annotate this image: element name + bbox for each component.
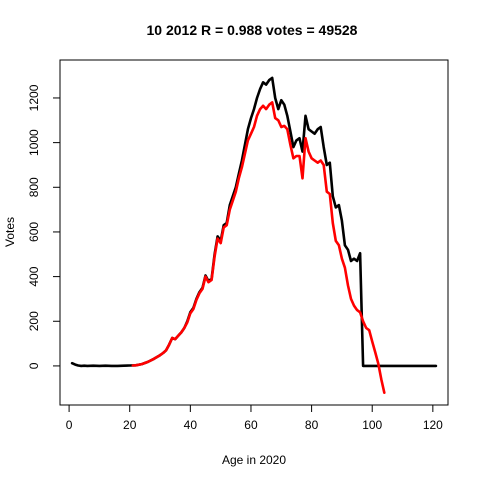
x-tick-label: 100	[362, 418, 382, 432]
series-group	[70, 76, 438, 395]
x-axis-label: Age in 2020	[222, 453, 286, 467]
black-series-line	[70, 76, 438, 368]
red-series-line	[131, 101, 386, 395]
y-tick-label: 0	[27, 362, 41, 369]
y-tick-label: 600	[27, 222, 41, 242]
y-tick-label: 800	[27, 177, 41, 197]
y-tick-label: 400	[27, 266, 41, 286]
y-tick-label: 1200	[27, 84, 41, 111]
x-axis: 0 20 40 60 80 100 120	[66, 404, 443, 432]
x-tick-label: 60	[244, 418, 258, 432]
y-tick-label: 1000	[27, 129, 41, 156]
x-tick-label: 20	[123, 418, 137, 432]
y-axis-label: Votes	[3, 217, 17, 247]
x-tick-label: 40	[184, 418, 198, 432]
chart-title: 10 2012 R = 0.988 votes = 49528	[147, 22, 358, 38]
y-axis: 0 200 400 600 800 1000 1200	[27, 84, 61, 369]
x-tick-label: 0	[66, 418, 73, 432]
x-tick-label: 80	[305, 418, 319, 432]
x-tick-label: 120	[423, 418, 443, 432]
y-tick-label: 200	[27, 311, 41, 331]
